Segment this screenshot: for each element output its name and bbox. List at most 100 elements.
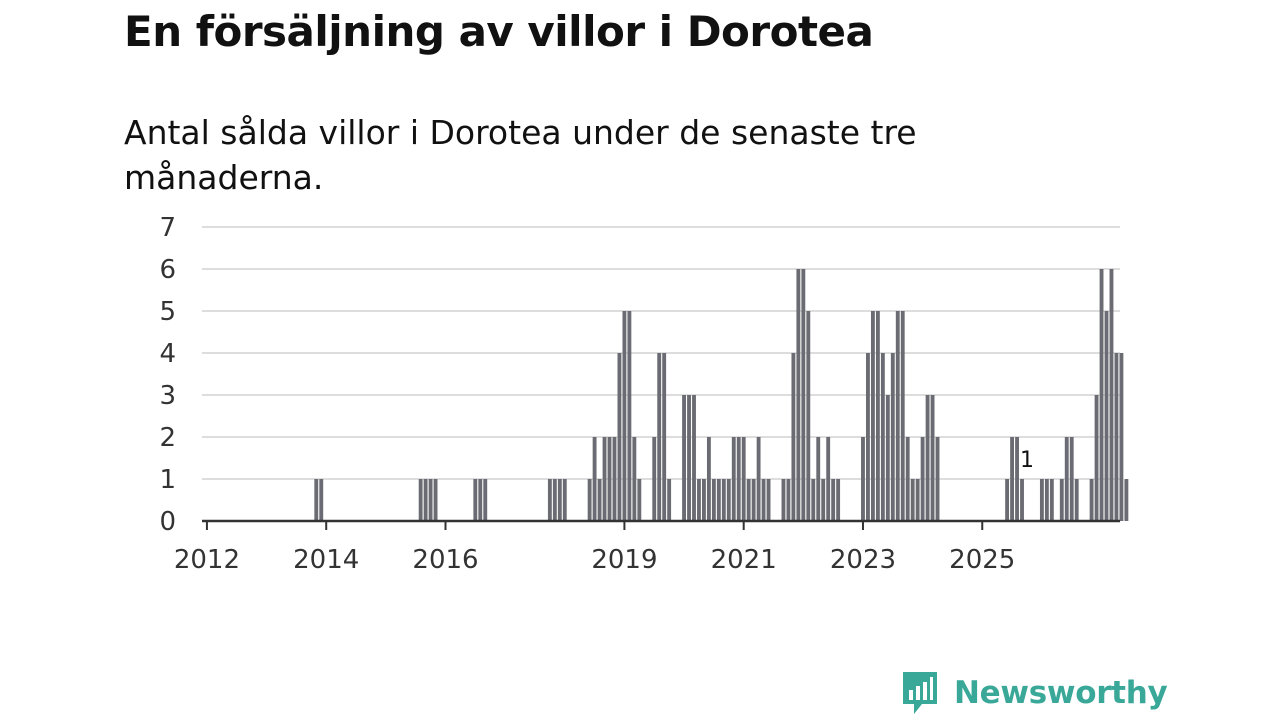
bar: [761, 479, 766, 521]
bar: [637, 479, 642, 521]
bar: [428, 479, 433, 521]
bar: [562, 479, 567, 521]
bar: [617, 353, 622, 521]
bar: [890, 353, 895, 521]
bar: [1114, 353, 1119, 521]
bar: [1059, 479, 1064, 521]
y-tick-label: 3: [159, 381, 176, 411]
bar: [910, 479, 915, 521]
bar: [796, 269, 801, 521]
bar: [726, 479, 731, 521]
bar: [632, 437, 637, 521]
bar: [746, 479, 751, 521]
bar: [781, 479, 786, 521]
bar: [433, 479, 438, 521]
y-tick-label: 5: [159, 297, 176, 327]
bar: [900, 311, 905, 521]
bar-chart: 0 1 2 3 4 5 6 7 2012 2014 2016 2019 2021 2023 2025 1: [159, 213, 1129, 575]
y-axis: 0 1 2 3 4 5 6 7: [159, 213, 176, 537]
bar: [418, 479, 423, 521]
bar: [925, 395, 930, 521]
bar: [552, 479, 557, 521]
bar: [711, 479, 716, 521]
bar: [816, 437, 821, 521]
x-axis: 2012 2014 2016 2019 2021 2023 2025: [174, 521, 1015, 575]
bar: [1109, 269, 1114, 521]
bar: [1094, 395, 1099, 521]
bar: [652, 437, 657, 521]
bar: [826, 437, 831, 521]
bar: [314, 479, 319, 521]
bar: [791, 353, 796, 521]
bar: [667, 479, 672, 521]
x-tick-label: 2016: [412, 545, 478, 575]
x-tick-label: 2025: [949, 545, 1015, 575]
bar: [1049, 479, 1054, 521]
bar: [687, 395, 691, 521]
bar: [721, 479, 726, 521]
bar: [930, 395, 935, 521]
bar: [751, 479, 756, 521]
bar: [597, 479, 602, 521]
bar: [423, 479, 428, 521]
bar: [935, 437, 940, 521]
bar: [697, 479, 701, 521]
bar: [1015, 437, 1019, 521]
bar: [607, 437, 612, 521]
bar: [895, 311, 900, 521]
bar: [662, 353, 667, 521]
bar: [880, 353, 885, 521]
bar: [627, 311, 632, 521]
bar-chart-speech-bubble-icon: [903, 672, 937, 714]
bar: [473, 479, 478, 521]
bar: [870, 311, 875, 521]
bar: [1005, 479, 1010, 521]
brand-name: Newsworthy: [954, 675, 1168, 711]
bar: [905, 437, 910, 521]
x-tick-label: 2012: [174, 545, 240, 575]
y-tick-label: 4: [159, 339, 176, 369]
bar: [821, 479, 826, 521]
bar: [811, 479, 816, 521]
bar: [786, 479, 791, 521]
bar: [1039, 479, 1044, 521]
x-tick-label: 2014: [293, 545, 359, 575]
bar: [861, 437, 865, 521]
bar: [836, 479, 841, 521]
bars: [314, 269, 1129, 521]
bar: [831, 479, 836, 521]
bar: [920, 437, 925, 521]
bar: [806, 311, 811, 521]
bar: [915, 479, 920, 521]
bar: [587, 479, 592, 521]
bar: [736, 437, 741, 521]
data-labels: 1: [1017, 446, 1036, 476]
bar: [866, 353, 870, 521]
y-tick-label: 6: [159, 255, 176, 285]
bar: [1074, 479, 1079, 521]
newsworthy-brand: Newsworthy: [900, 668, 1168, 718]
bar: [716, 479, 721, 521]
bar: [731, 437, 736, 521]
bar: [682, 395, 686, 521]
bar: [622, 311, 627, 521]
bar: [1099, 269, 1104, 521]
bar: [1104, 311, 1109, 521]
bar: [547, 479, 552, 521]
bar: [756, 437, 761, 521]
highlight-data-label: 1: [1020, 448, 1034, 473]
bar: [875, 311, 880, 521]
x-tick-label: 2023: [830, 545, 896, 575]
bar: [1069, 437, 1074, 521]
bar: [1124, 479, 1129, 521]
bar: [483, 479, 488, 521]
bar: [885, 395, 890, 521]
bar: [478, 479, 483, 521]
bar: [1020, 479, 1024, 521]
bar: [801, 269, 806, 521]
bar: [602, 437, 607, 521]
bar: [1119, 353, 1124, 521]
bar: [741, 437, 746, 521]
bar: [592, 437, 597, 521]
bar: [706, 437, 711, 521]
